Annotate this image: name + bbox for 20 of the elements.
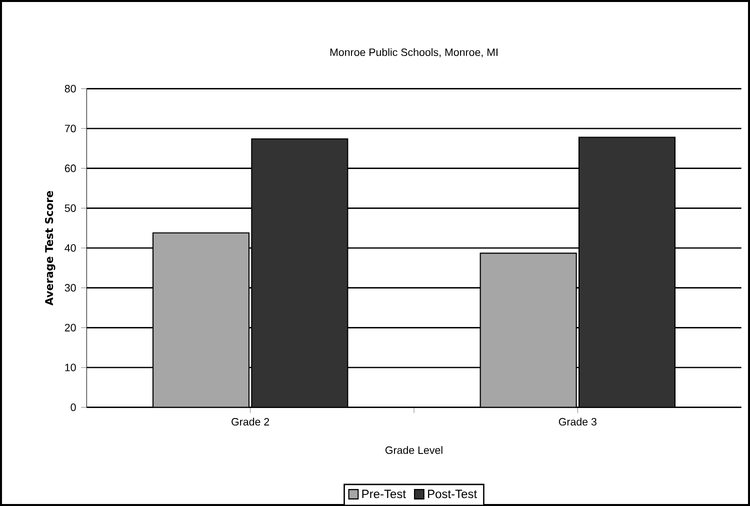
y-axis-title: Average Test Score <box>45 190 56 306</box>
y-tick-label: 30 <box>64 284 76 292</box>
y-tick-label: 20 <box>64 324 76 332</box>
x-axis-title: Grade Level <box>385 446 442 454</box>
x-tick-label: Grade 2 <box>232 418 270 426</box>
y-tick-label: 10 <box>65 364 76 372</box>
y-tick-label: 80 <box>64 84 76 92</box>
bar <box>152 232 250 408</box>
chart-title: Monroe Public Schools, Monroe, MI <box>330 48 498 58</box>
y-tick-label: 50 <box>64 204 76 212</box>
y-tick-label: 60 <box>64 164 76 172</box>
y-tick-label: 70 <box>64 124 76 132</box>
y-tick-label: 40 <box>64 244 76 252</box>
bar <box>578 136 676 408</box>
bar <box>251 138 348 408</box>
bar <box>480 252 577 408</box>
legend-label: Post-Test <box>428 490 477 498</box>
x-tick-label: Grade 3 <box>558 418 596 426</box>
legend-label: Pre-Test <box>362 490 406 498</box>
y-tick-label: 0 <box>70 404 76 412</box>
